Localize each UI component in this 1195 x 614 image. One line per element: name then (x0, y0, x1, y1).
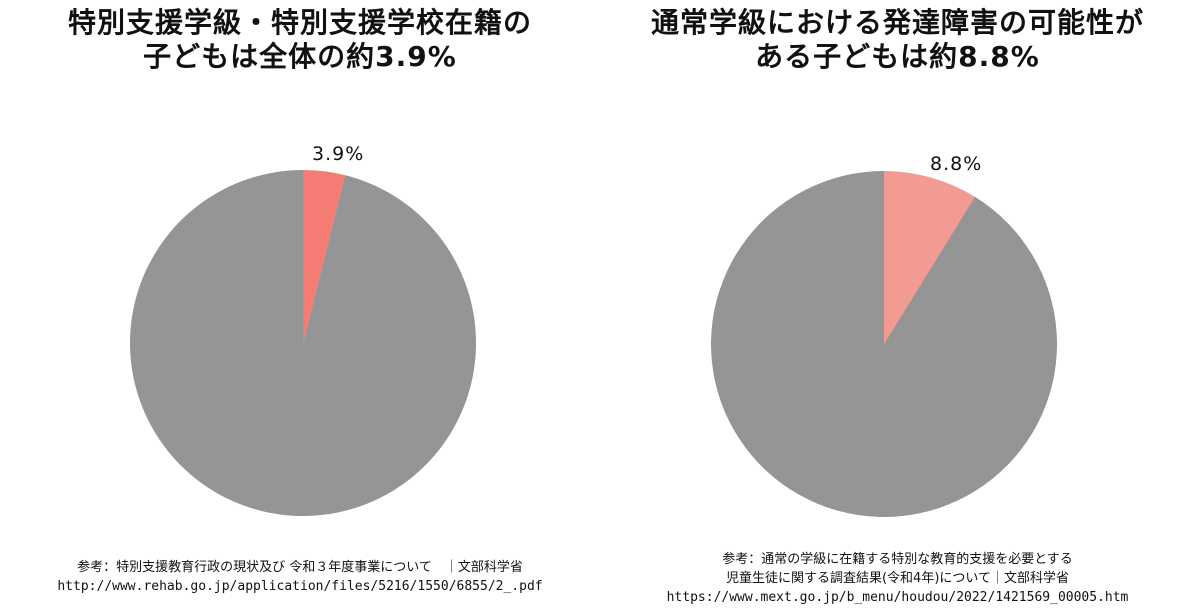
source-url: http://www.rehab.go.jp/application/files… (57, 579, 543, 594)
source-line: 参考：通常の学級に在籍する特別な教育的支援を必要とする (722, 552, 1073, 567)
source-note: 参考：通常の学級に在籍する特別な教育的支援を必要とする 児童生徒に関する調査結果… (600, 550, 1195, 607)
chart-panel-right: 通常学級における発達障害の可能性が ある子どもは約8.8% 8.8% 参考：通常… (600, 0, 1195, 614)
chart-title-line: 子どもは全体の約3.9% (143, 40, 457, 73)
source-line: 参考：特別支援教育行政の現状及び 令和３年度事業について ｜文部科学省 (77, 560, 523, 575)
chart-title-line: 通常学級における発達障害の可能性が (650, 6, 1144, 39)
chart-title-line: ある子どもは約8.8% (755, 40, 1040, 73)
chart-panel-left: 特別支援学級・特別支援学校在籍の 子どもは全体の約3.9% 3.9% 参考：特別… (0, 6, 600, 596)
source-url: https://www.mext.go.jp/b_menu/houdou/202… (666, 590, 1129, 605)
chart-title: 特別支援学級・特別支援学校在籍の 子どもは全体の約3.9% (0, 6, 600, 74)
source-note: 参考：特別支援教育行政の現状及び 令和３年度事業について ｜文部科学省 http… (0, 558, 600, 596)
pie-chart (129, 170, 476, 516)
source-line: 児童生徒に関する調査結果(令和4年)について｜文部科学省 (725, 571, 1070, 586)
pie-slice-highlight (303, 170, 345, 343)
pie-slice-highlight (884, 171, 975, 344)
slice-data-label: 3.9% (312, 143, 365, 165)
chart-title: 通常学級における発達障害の可能性が ある子どもは約8.8% (600, 6, 1195, 74)
pie-slice-remainder (711, 171, 1057, 517)
chart-title-line: 特別支援学級・特別支援学校在籍の (67, 6, 532, 39)
slice-data-label: 8.8% (930, 153, 983, 175)
pie-slice-remainder (129, 170, 476, 516)
pie-chart (711, 171, 1057, 517)
